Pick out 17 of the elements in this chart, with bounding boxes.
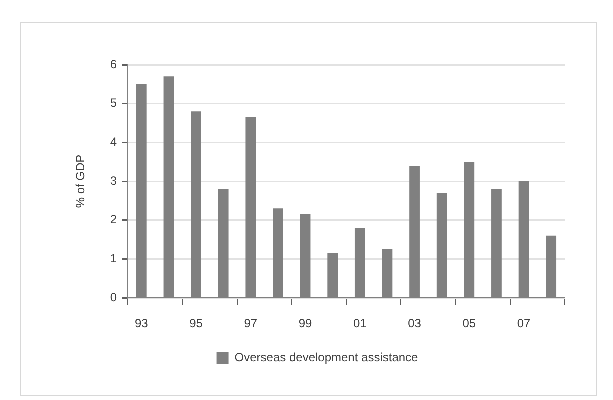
x-tick-label: 01 <box>353 316 368 331</box>
y-tick-label: 1 <box>110 251 118 266</box>
x-tick-label: 93 <box>134 316 149 331</box>
x-tick-label: 99 <box>298 316 313 331</box>
x-tick-label: 97 <box>244 316 258 331</box>
x-tick-label: 03 <box>408 316 422 331</box>
y-tick-label: 3 <box>110 174 118 188</box>
x-tick-label: 07 <box>517 316 532 331</box>
legend-label: Overseas development assistance <box>234 350 419 364</box>
y-tick-label: 4 <box>110 134 118 149</box>
y-tick-label: 0 <box>110 290 118 304</box>
y-tick-label: 5 <box>110 96 118 110</box>
y-axis-title: % of GDP <box>74 154 88 208</box>
y-tick-label: 6 <box>110 57 118 72</box>
x-tick-label: 05 <box>462 316 476 331</box>
x-tick-label: 95 <box>190 316 204 331</box>
y-tick-label: 2 <box>110 212 118 227</box>
